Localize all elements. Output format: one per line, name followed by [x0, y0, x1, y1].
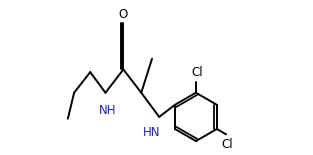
- Text: Cl: Cl: [191, 66, 203, 79]
- Text: HN: HN: [142, 126, 160, 139]
- Text: Cl: Cl: [221, 138, 233, 151]
- Text: NH: NH: [99, 104, 116, 117]
- Text: O: O: [119, 8, 128, 21]
